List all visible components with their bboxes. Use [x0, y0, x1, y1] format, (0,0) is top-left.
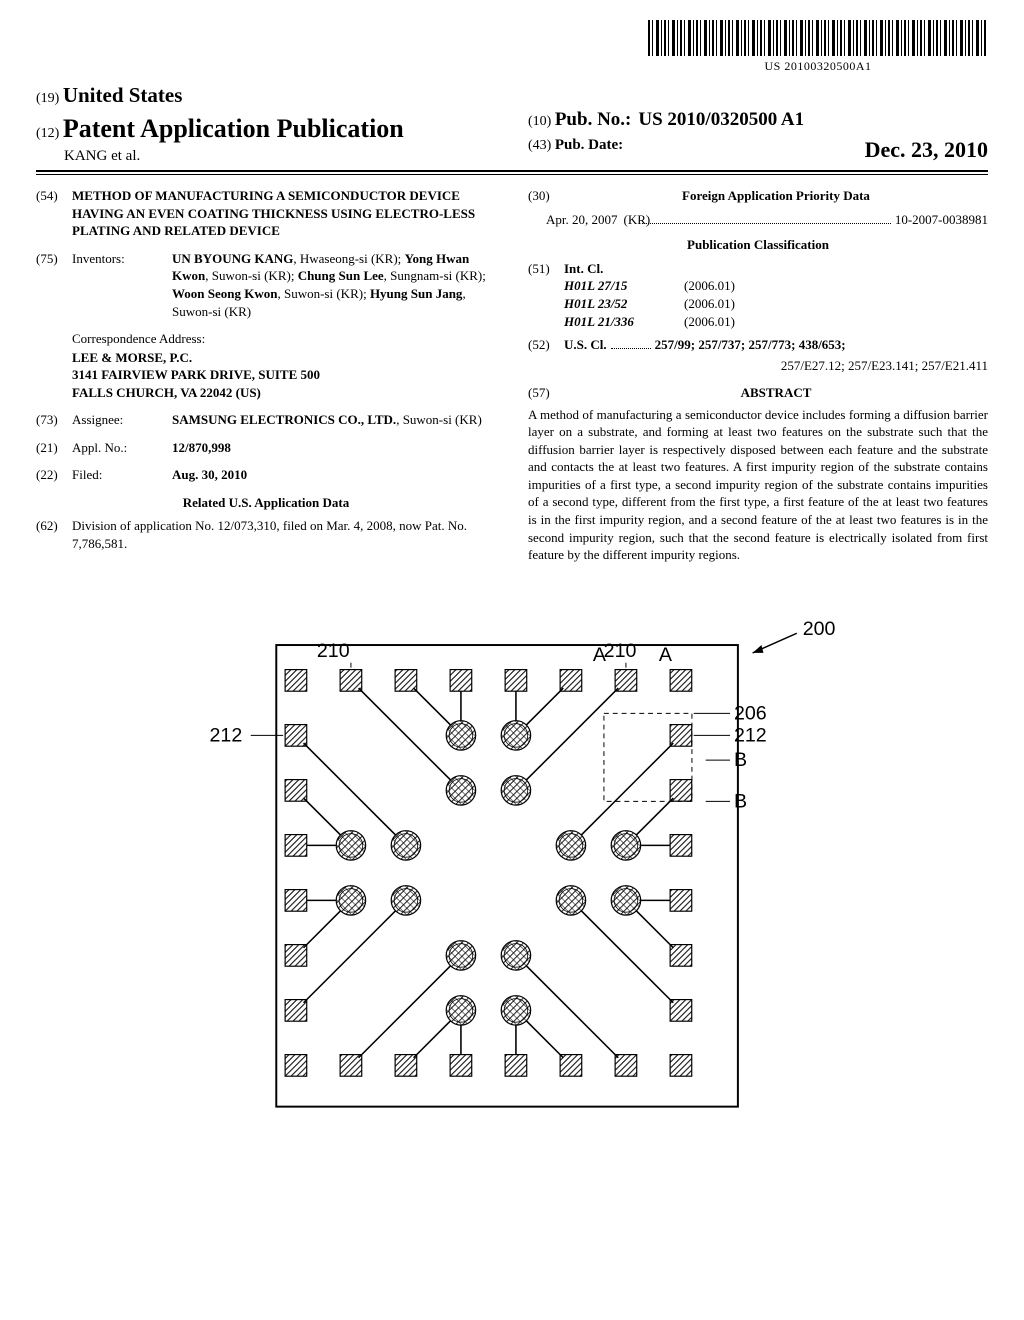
svg-text:A: A: [659, 643, 673, 665]
uscl-label: U.S. Cl.: [564, 337, 607, 352]
abstract-text: A method of manufacturing a semiconducto…: [528, 406, 988, 564]
inventors-label: Inventors:: [72, 250, 172, 320]
pub-no-label: Pub. No.:: [555, 109, 632, 130]
svg-text:206: 206: [734, 702, 767, 724]
biblio-columns: (54) METHOD OF MANUFACTURING A SEMICONDU…: [36, 187, 988, 563]
svg-text:A: A: [593, 643, 607, 665]
foreign-date: Apr. 20, 2007: [546, 211, 618, 229]
intcl-version: (2006.01): [684, 313, 735, 331]
country-code: (19): [36, 91, 59, 106]
intcl-row: H01L 27/15(2006.01): [564, 277, 988, 295]
svg-text:212: 212: [734, 724, 767, 746]
figure: 200210210AA212206212BB: [36, 592, 988, 1142]
inventors: UN BYOUNG KANG, Hwaseong-si (KR); Yong H…: [172, 250, 496, 320]
figure-svg: 200210210AA212206212BB: [132, 592, 892, 1142]
svg-text:B: B: [734, 749, 747, 771]
header-rule: [36, 174, 988, 175]
pub-date-label: Pub. Date:: [555, 137, 623, 153]
filed: Aug. 30, 2010: [172, 466, 496, 484]
left-column: (54) METHOD OF MANUFACTURING A SEMICONDU…: [36, 187, 496, 563]
corr-hdr: Correspondence Address:: [72, 330, 496, 348]
barcode-text: US 20100320500A1: [648, 58, 988, 74]
svg-text:200: 200: [803, 618, 836, 640]
intcl-version: (2006.01): [684, 277, 735, 295]
foreign-hdr: Foreign Application Priority Data: [564, 187, 988, 205]
abstract-hdr: ABSTRACT: [564, 384, 988, 402]
corr-line-1: LEE & MORSE, P.C.: [72, 349, 496, 367]
assignee-label: Assignee:: [72, 411, 172, 429]
uscl-2: 257/E27.12; 257/E23.141; 257/E21.411: [564, 357, 988, 375]
country: United States: [63, 83, 183, 107]
corr-line-2: 3141 FAIRVIEW PARK DRIVE, SUITE 500: [72, 366, 496, 384]
filed-code: (22): [36, 466, 72, 484]
pub-no: US 2010/0320500 A1: [638, 109, 804, 130]
assignee: SAMSUNG ELECTRONICS CO., LTD., Suwon-si …: [172, 411, 496, 429]
foreign-country: (KR): [618, 211, 638, 229]
correspondence: Correspondence Address: LEE & MORSE, P.C…: [36, 330, 496, 401]
pub-date-code: (43): [528, 138, 551, 153]
header: (19) United States (12) Patent Applicati…: [36, 81, 988, 173]
doc-type: Patent Application Publication: [63, 114, 404, 143]
title: METHOD OF MANUFACTURING A SEMICONDUCTOR …: [72, 187, 496, 240]
appl-no: 12/870,998: [172, 439, 496, 457]
title-code: (54): [36, 187, 72, 240]
division-code: (62): [36, 517, 72, 552]
division: Division of application No. 12/073,310, …: [72, 517, 496, 552]
intcl-class: H01L 21/336: [564, 313, 684, 331]
appl-code: (21): [36, 439, 72, 457]
barcode-block: US 20100320500A1: [36, 20, 988, 75]
corr-line-3: FALLS CHURCH, VA 22042 (US): [72, 384, 496, 402]
intcl-row: H01L 23/52(2006.01): [564, 295, 988, 313]
inventors-code: (75): [36, 250, 72, 320]
intcl-code: (51): [528, 260, 564, 330]
filed-label: Filed:: [72, 466, 172, 484]
intcl-row: H01L 21/336(2006.01): [564, 313, 988, 331]
foreign-code: (30): [528, 187, 564, 205]
abstract-code: (57): [528, 384, 564, 402]
intcl-class: H01L 23/52: [564, 295, 684, 313]
barcode-lines: [648, 20, 988, 56]
uscl-1: 257/99; 257/737; 257/773; 438/653;: [655, 336, 846, 354]
intcl-version: (2006.01): [684, 295, 735, 313]
svg-text:210: 210: [604, 639, 637, 661]
right-column: (30) Foreign Application Priority Data A…: [528, 187, 988, 563]
uscl-code: (52): [528, 336, 564, 374]
pubclass-hdr: Publication Classification: [528, 236, 988, 254]
foreign-no: 10-2007-0038981: [895, 211, 988, 229]
intcl-label: Int. Cl.: [564, 260, 988, 278]
assignee-code: (73): [36, 411, 72, 429]
pub-no-code: (10): [528, 114, 551, 129]
related-hdr: Related U.S. Application Data: [36, 494, 496, 512]
authors-line: KANG et al.: [36, 146, 496, 166]
svg-text:212: 212: [210, 724, 243, 746]
appl-label: Appl. No.:: [72, 439, 172, 457]
svg-text:B: B: [734, 790, 747, 812]
intcl-class: H01L 27/15: [564, 277, 684, 295]
pub-date: Dec. 23, 2010: [865, 135, 988, 165]
doc-type-code: (12): [36, 126, 59, 141]
svg-text:210: 210: [317, 639, 350, 661]
